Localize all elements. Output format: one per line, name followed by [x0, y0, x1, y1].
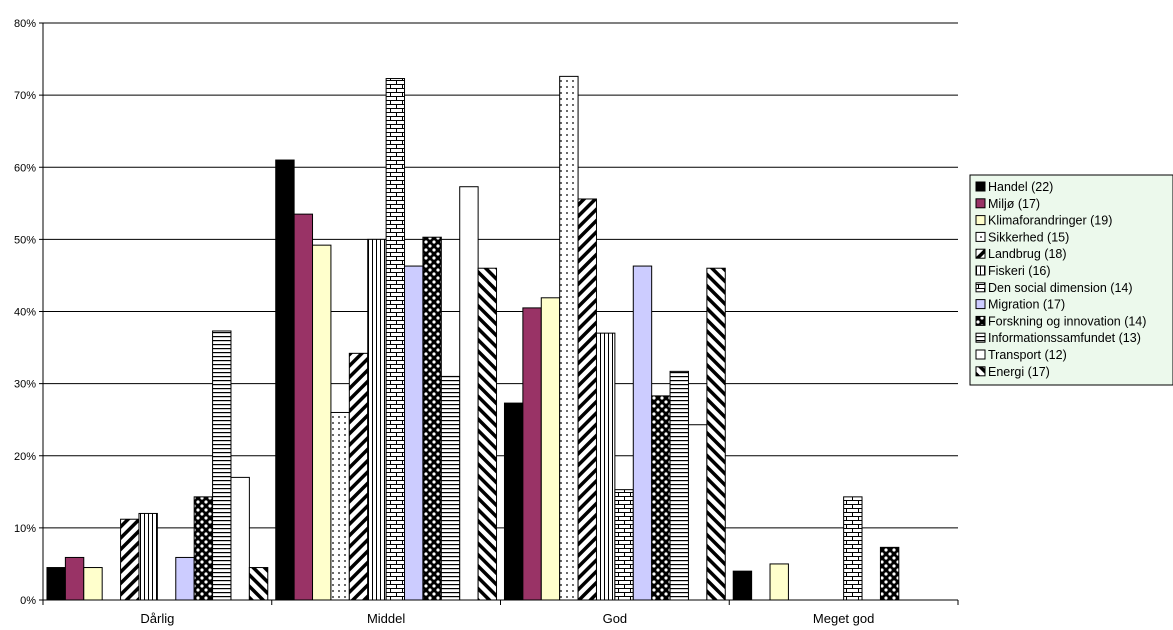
bar: [595, 332, 616, 601]
legend-swatch: [975, 349, 986, 360]
bar: [687, 424, 708, 601]
legend-swatch: [975, 299, 986, 310]
legend-swatch: [975, 265, 986, 276]
legend-swatch: [975, 215, 986, 226]
x-tick-label: Middel: [367, 611, 405, 626]
bar: [193, 496, 214, 601]
bar: [367, 238, 387, 601]
legend-swatch: [975, 231, 986, 242]
legend-label: Klimaforandringer (19): [988, 214, 1112, 228]
x-tick-label: Dårlig: [140, 611, 174, 626]
legend-swatch: [975, 248, 986, 259]
bar: [503, 402, 524, 601]
y-tick-label: 0%: [20, 595, 36, 607]
bar: [120, 518, 140, 601]
legend-label: Den social dimension (14): [988, 281, 1133, 295]
x-tick-label: Meget god: [813, 611, 874, 626]
bar: [230, 476, 250, 601]
legend-label: Migration (17): [988, 298, 1065, 312]
bar: [212, 330, 232, 601]
bar: [477, 267, 498, 601]
bar: [632, 265, 653, 601]
bar: [348, 352, 369, 601]
bar: [706, 267, 726, 601]
axes: 0% 10% 20% 30% 40% 50% 60% 70% 80% Dårlig Middel Go…: [14, 18, 959, 626]
legend-label: Forskning og innovation (14): [988, 314, 1146, 328]
bar: [769, 563, 789, 601]
bar: [138, 512, 158, 601]
bar: [385, 78, 406, 601]
y-tick-label: 50%: [14, 234, 36, 246]
bar: [459, 186, 479, 601]
bar: [312, 244, 332, 601]
bar: [46, 567, 66, 601]
bar: [293, 213, 314, 601]
bar: [175, 556, 195, 601]
legend-label: Transport (12): [988, 348, 1067, 362]
bar: [614, 489, 634, 601]
legend-label: Sikkerhed (15): [988, 230, 1069, 244]
y-tick-label: 60%: [14, 162, 36, 174]
bar: [651, 395, 671, 601]
bar: [540, 297, 561, 601]
bar: [248, 567, 269, 601]
y-tick-label: 70%: [14, 90, 36, 102]
legend-label: Energi (17): [988, 365, 1050, 379]
bar: [522, 307, 542, 601]
bar: [577, 198, 597, 601]
y-tick-label: 20%: [14, 451, 36, 463]
gridlines: [43, 22, 958, 601]
legend-label: Handel (22): [988, 180, 1053, 194]
bar: [440, 375, 461, 601]
legend-swatch: [975, 198, 986, 209]
y-tick-label: 30%: [14, 379, 36, 391]
legend-box: [969, 174, 1173, 386]
bar: [275, 159, 295, 601]
bar: [732, 570, 753, 601]
legend-swatch: [975, 315, 986, 326]
bar: [843, 496, 863, 601]
legend: Handel (22) Miljø (17) Klimaforandringer (…: [969, 174, 1173, 386]
y-tick-label: 80%: [14, 18, 36, 30]
bars: [46, 75, 900, 601]
legend-swatch: [975, 366, 986, 377]
bar: [64, 556, 85, 601]
y-tick-label: 10%: [14, 523, 36, 535]
legend-label: Fiskeri (16): [988, 264, 1051, 278]
legend-swatch: [975, 332, 986, 343]
y-tick-label: 40%: [14, 307, 36, 319]
bar: [559, 75, 579, 601]
legend-swatch: [975, 181, 986, 192]
bar: [669, 370, 689, 601]
x-tick-label: God: [603, 611, 628, 626]
bar: [330, 411, 350, 601]
bar: [83, 567, 103, 601]
legend-label: Miljø (17): [988, 197, 1040, 211]
bar: [422, 236, 442, 601]
legend-swatch: [975, 282, 986, 293]
bar: [879, 546, 900, 601]
legend-label: Informationssamfundet (13): [988, 331, 1141, 345]
legend-label: Landbrug (18): [988, 247, 1067, 261]
bar: [404, 265, 424, 601]
